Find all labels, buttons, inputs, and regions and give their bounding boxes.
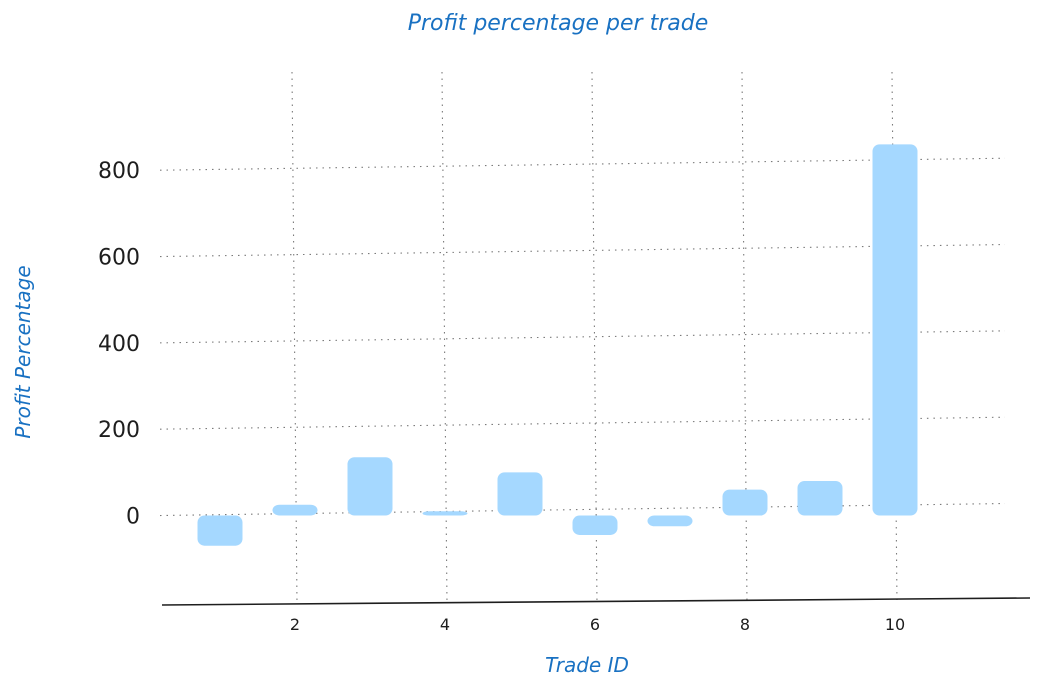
x-tick-label-4: 4: [440, 615, 450, 634]
x-axis-line: [161, 597, 1031, 606]
y-tick-label-0: 0: [126, 505, 140, 530]
y-tick-label-200: 200: [98, 418, 140, 443]
bar-trade-4: [422, 511, 468, 516]
x-gridline-8: [741, 71, 748, 605]
bar-trade-1: [197, 515, 243, 546]
bar-trade-2: [272, 504, 318, 516]
bar-trade-7: [647, 515, 693, 527]
y-gridline-800: [159, 157, 1006, 171]
y-tick-label-600: 600: [98, 246, 140, 271]
y-gridline-400: [159, 330, 1006, 344]
bar-trade-5: [497, 472, 543, 516]
y-gridline-0: [159, 502, 1006, 517]
x-tick-label-2: 2: [290, 615, 300, 634]
x-gridline-2: [291, 71, 298, 605]
x-axis-label: Trade ID: [545, 653, 629, 677]
chart-title: Profit percentage per trade: [408, 11, 709, 36]
bar-trade-10: [872, 144, 918, 516]
x-gridline-4: [441, 71, 448, 605]
x-tick-labels: 2 4 6 8 10: [290, 615, 905, 634]
y-axis-label: Profit Percentage: [11, 265, 35, 438]
y-gridline-200: [159, 416, 1006, 430]
x-tick-label-8: 8: [740, 615, 750, 634]
x-gridline-6: [591, 71, 598, 605]
bar-trade-6: [572, 515, 618, 535]
y-tick-label-800: 800: [98, 159, 140, 184]
y-gridline-600: [159, 243, 1006, 258]
y-tick-labels: 0 200 400 600 800: [98, 159, 140, 529]
x-tick-label-6: 6: [590, 615, 600, 634]
y-tick-label-400: 400: [98, 332, 140, 357]
bar-trade-3: [347, 457, 393, 516]
bar-trade-8: [722, 489, 768, 516]
bars: [197, 144, 918, 546]
bar-trade-9: [797, 480, 843, 516]
x-tick-label-10: 10: [885, 615, 905, 634]
